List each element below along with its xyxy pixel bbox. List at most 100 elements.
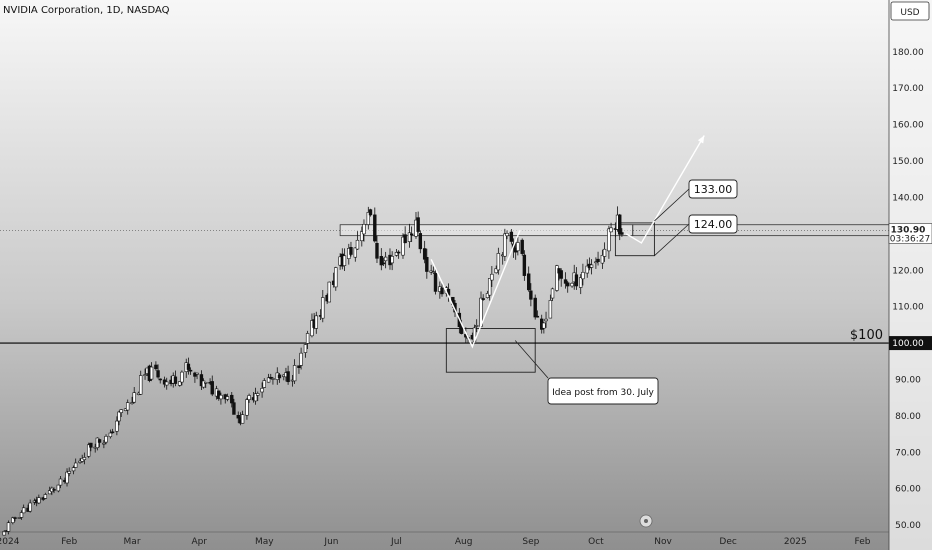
candle-body xyxy=(409,233,414,236)
v-recovery-path xyxy=(430,229,521,349)
candle-body xyxy=(73,462,78,468)
label-133-box xyxy=(688,179,738,199)
y-tick-label: 70.00 xyxy=(895,448,921,458)
y-tick-label: 180.00 xyxy=(892,48,924,58)
candle-body xyxy=(297,365,301,368)
price-100-label: 100.00 xyxy=(892,339,924,349)
candle-body xyxy=(132,392,136,403)
candle-body xyxy=(310,320,314,337)
candle-body xyxy=(334,267,338,288)
candle-body xyxy=(559,270,563,279)
candle-body xyxy=(403,234,407,244)
note-box xyxy=(547,377,659,405)
y-tick-label: 110.00 xyxy=(892,303,924,313)
chart-title: NVIDIA Corporation, 1D, NASDAQ xyxy=(3,5,170,16)
label-124-text: 124.00 xyxy=(694,218,733,231)
candle-body xyxy=(97,439,102,443)
candle-body xyxy=(143,374,147,376)
candle-body xyxy=(366,212,371,225)
candle-body xyxy=(266,377,271,383)
candle-body xyxy=(165,381,169,386)
candle-body xyxy=(11,517,15,523)
candle-body xyxy=(225,396,230,400)
currency-box xyxy=(890,1,930,21)
price-100-label-bg xyxy=(889,336,932,351)
candle-body xyxy=(86,444,91,457)
candle-body xyxy=(262,380,266,388)
y-tick-label: 60.00 xyxy=(895,485,921,495)
y-tick-label: 50.00 xyxy=(895,521,921,531)
candle-body xyxy=(43,494,48,499)
x-tick-label: Apr xyxy=(191,537,207,547)
candle-body xyxy=(21,507,26,514)
target-box xyxy=(614,222,655,257)
candle-body xyxy=(126,402,130,411)
candle-body xyxy=(271,378,275,380)
candle-body xyxy=(305,333,310,344)
x-tick-label: Feb xyxy=(61,537,77,547)
y-tick-label: 150.00 xyxy=(892,157,924,167)
y-tick-label: 90.00 xyxy=(895,375,921,385)
candle-body xyxy=(65,471,69,484)
candle-body xyxy=(600,255,605,264)
candle-body xyxy=(396,251,401,254)
drawing-paths xyxy=(430,135,705,349)
candle-body xyxy=(286,371,290,383)
candle-body xyxy=(156,370,160,378)
candle-body xyxy=(117,411,121,422)
callouts: 133.00 124.00 Idea post from 30. July xyxy=(514,179,738,405)
candle-body xyxy=(505,232,509,237)
candle-body xyxy=(548,300,553,319)
candle-body xyxy=(349,247,353,255)
candle-body xyxy=(433,273,438,292)
candle-body xyxy=(383,256,388,262)
candle-body xyxy=(503,233,507,257)
current-price-value: 130.90 xyxy=(891,226,926,236)
candle-body xyxy=(609,227,613,233)
candle-body xyxy=(407,232,412,242)
candle-body xyxy=(195,372,199,375)
price-axis[interactable]: USD180.00170.00160.00150.00140.00130.001… xyxy=(888,0,932,550)
resistance-zone xyxy=(339,224,634,237)
candle-body xyxy=(589,264,594,268)
candle-body xyxy=(566,282,570,287)
x-tick-label: 2024 xyxy=(0,537,20,547)
x-tick-label: May xyxy=(255,537,274,547)
candle-body xyxy=(89,442,93,448)
candle-body xyxy=(459,326,464,334)
candle-body xyxy=(544,318,548,322)
candle-body xyxy=(173,376,178,384)
candle-body xyxy=(158,378,162,381)
candle-body xyxy=(431,271,436,273)
candle-body xyxy=(596,258,600,262)
candle-body xyxy=(355,239,360,250)
candle-body xyxy=(67,471,71,474)
candle-body xyxy=(201,380,206,388)
candle-body xyxy=(110,431,115,434)
candle-body xyxy=(381,262,386,265)
candle-body xyxy=(219,394,223,400)
candle-body xyxy=(418,233,423,250)
candle-body xyxy=(82,457,87,460)
y-tick-label: 170.00 xyxy=(892,84,924,94)
currency-label: USD xyxy=(900,8,919,18)
candle-body xyxy=(232,402,236,415)
candle-body xyxy=(108,432,113,438)
candle-body xyxy=(327,281,331,303)
candle-body xyxy=(494,268,498,274)
label-133-text: 133.00 xyxy=(694,183,733,196)
time-axis[interactable]: 2024 Feb Mar Apr May Jun Jul Aug Sep Oct Nov Dec 202… xyxy=(0,514,889,547)
candle-body xyxy=(230,394,234,404)
y-tick-label: 140.00 xyxy=(892,193,924,203)
candle-body xyxy=(509,231,514,242)
candle-body xyxy=(555,265,559,291)
candlesticks xyxy=(2,206,624,536)
current-price-badge xyxy=(888,223,932,244)
candle-body xyxy=(186,363,191,370)
y-tick-label: 160.00 xyxy=(892,121,924,131)
candle-body xyxy=(119,409,123,413)
candle-body xyxy=(362,224,366,235)
candle-body xyxy=(321,297,325,319)
